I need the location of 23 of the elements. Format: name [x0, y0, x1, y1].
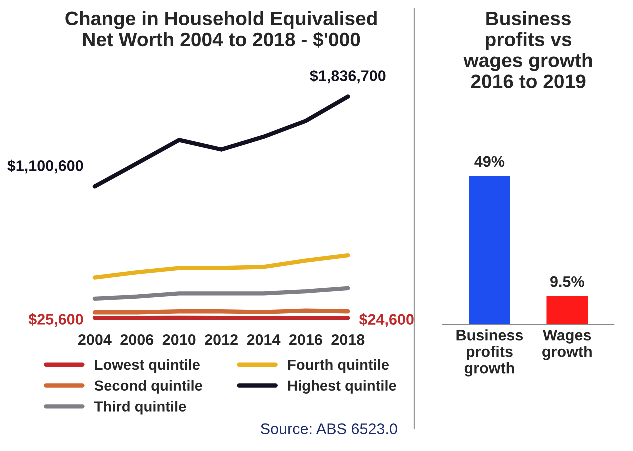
data-label: $1,100,600 — [8, 160, 84, 174]
legend-label: Third quintile — [94, 401, 186, 415]
x-tick-label: 2006 — [120, 334, 154, 346]
data-label: $24,600 — [359, 314, 414, 328]
x-tick-label: 2014 — [247, 334, 281, 346]
chart-title: Business profits vs wages growth 2016 to 2019 — [464, 11, 592, 88]
x-tick-label: 2012 — [205, 334, 238, 346]
legend-label: Fourth quintile — [288, 359, 390, 374]
legend-label: Highest quintile — [288, 380, 396, 394]
legend-label: Lowest quintile — [95, 359, 200, 374]
data-label: 9.5% — [550, 276, 584, 288]
x-tick-label: 2010 — [162, 334, 196, 346]
legend-label: Second quintile — [94, 380, 202, 394]
data-label: 49% — [474, 156, 505, 168]
x-tick-label: Wages growth — [542, 330, 592, 360]
chart-title: Change in Household Equivalised Net Worth 2004 to 2018 - $'000 — [66, 11, 377, 48]
data-label: $1,836,700 — [310, 70, 386, 84]
x-tick-label: 2018 — [332, 334, 365, 346]
data-label: $25,600 — [28, 313, 84, 328]
x-tick-label: 2016 — [289, 334, 322, 346]
x-tick-label: Business profits growth — [456, 330, 524, 377]
x-tick-label: 2004 — [78, 334, 112, 346]
source-note: Source: ABS 6523.0 — [261, 424, 398, 434]
